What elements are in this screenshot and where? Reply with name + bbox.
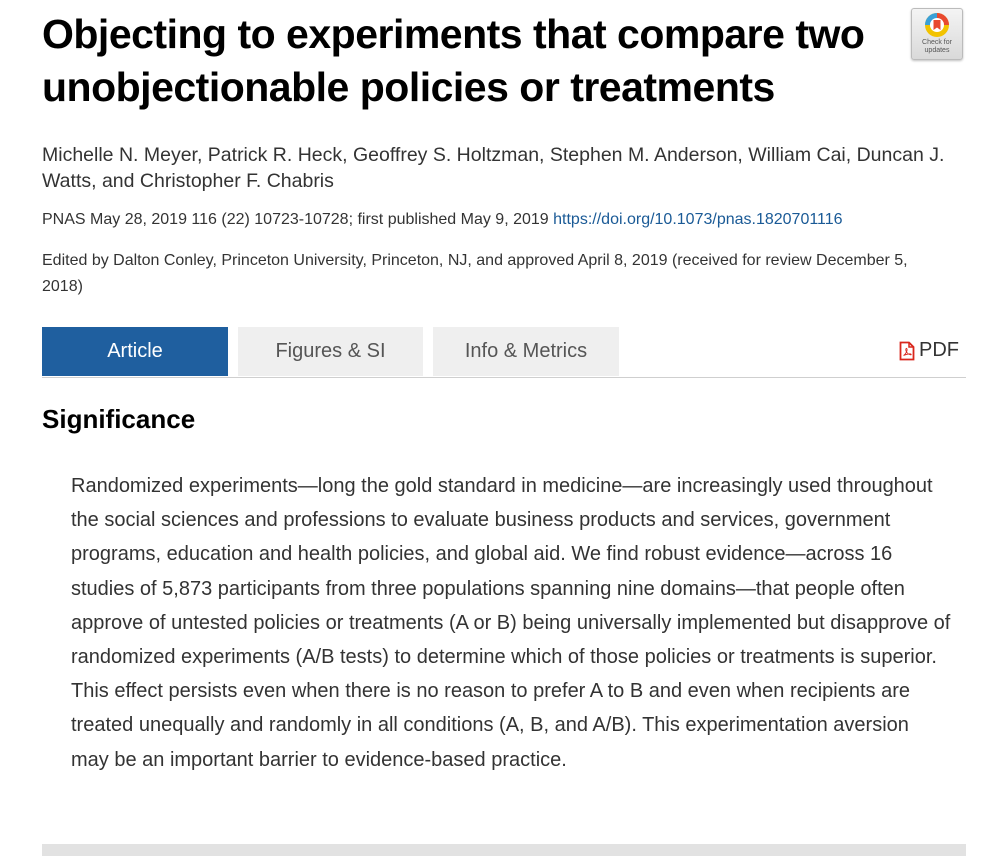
- tab-article[interactable]: Article: [42, 327, 228, 376]
- author-list: Michelle N. Meyer, Patrick R. Heck, Geof…: [42, 144, 945, 192]
- section-divider-bar: [42, 844, 966, 856]
- pdf-label: PDF: [919, 339, 959, 361]
- doi-link[interactable]: https://doi.org/10.1073/pnas.1820701116: [553, 211, 843, 228]
- check-updates-line1: Check for: [922, 39, 952, 46]
- pdf-file-icon: [899, 341, 915, 360]
- article-title: Objecting to experiments that compare tw…: [42, 11, 865, 110]
- tab-info-metrics[interactable]: Info & Metrics: [433, 327, 619, 376]
- significance-heading: Significance: [42, 404, 196, 434]
- significance-text: Randomized experiments—long the gold sta…: [71, 475, 951, 771]
- tab-figures-si[interactable]: Figures & SI: [238, 327, 423, 376]
- check-updates-icon: [925, 13, 949, 37]
- citation-text: PNAS May 28, 2019 116 (22) 10723-10728; …: [42, 211, 554, 228]
- edited-by-note: Edited by Dalton Conley, Princeton Unive…: [42, 252, 908, 295]
- pdf-download-link[interactable]: PDF: [899, 339, 959, 362]
- article-tab-bar: Article Figures & SI Info & Metrics PDF: [42, 327, 966, 378]
- citation-line: PNAS May 28, 2019 116 (22) 10723-10728; …: [42, 209, 972, 231]
- check-updates-line2: updates: [924, 47, 950, 54]
- check-for-updates-badge[interactable]: Check for updates: [911, 8, 963, 60]
